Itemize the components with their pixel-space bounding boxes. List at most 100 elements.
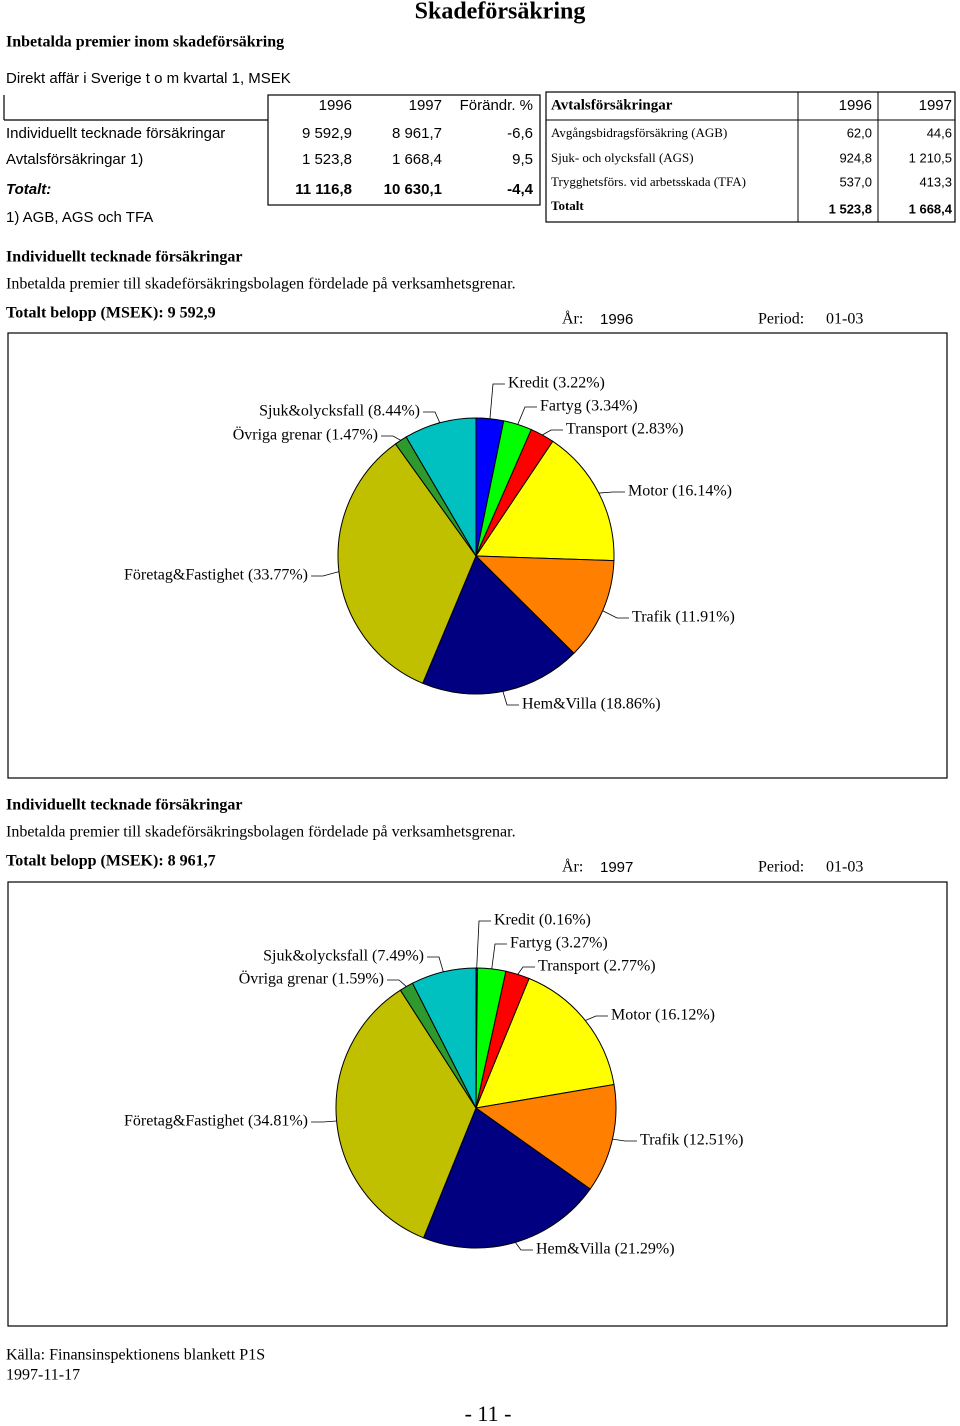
slice-label: Kredit (3.22%): [508, 375, 605, 392]
row-label: Sjuk- och olycksfall (AGS): [551, 150, 694, 165]
slice-label: Transport (2.77%): [538, 958, 656, 975]
chart-subtitle: Inbetalda premier till skadeförsäkringsb…: [6, 824, 516, 841]
table-cell: 1 668,4: [909, 201, 953, 216]
slice-label: Kredit (0.16%): [494, 912, 591, 929]
pie-slice: [335, 989, 477, 1239]
leader-line: [491, 943, 507, 969]
leader-line: [585, 1015, 608, 1021]
table-cell: 44,6: [927, 125, 952, 140]
table-cell: -4,4: [507, 181, 534, 198]
table-cell: 9,5: [512, 151, 533, 168]
table-cell: 1 210,5: [909, 150, 952, 165]
leader-line: [423, 411, 441, 423]
column-header: Förändr. %: [460, 97, 533, 114]
chart-title: Individuellt tecknade försäkringar: [6, 797, 242, 814]
slice-label: Trafik (12.51%): [640, 1132, 743, 1149]
table-cell: 1 668,4: [392, 151, 442, 168]
pie-slice: [475, 977, 615, 1109]
chart-title: Individuellt tecknade försäkringar: [6, 249, 242, 266]
leader-line: [514, 1242, 533, 1251]
period-label: Period:: [758, 311, 804, 328]
chart-total: Totalt belopp (MSEK): 9 592,9: [6, 305, 216, 322]
table-cell: -6,6: [507, 125, 533, 142]
pie-slice: [422, 555, 575, 695]
period: 01-03: [826, 311, 863, 328]
table-cell: 1 523,8: [302, 151, 352, 168]
table-frame: [545, 91, 956, 223]
leader-line: [476, 920, 491, 969]
row-label: Trygghetsförs. vid arbetsskada (TFA): [551, 174, 746, 189]
table-cell: 8 961,7: [392, 125, 442, 142]
row-label: Individuellt tecknade försäkringar: [6, 125, 225, 142]
leader-line: [612, 1138, 637, 1142]
slice-label: Trafik (11.91%): [632, 609, 735, 626]
slice-label: Hem&Villa (18.86%): [522, 696, 661, 713]
column-header: Avtalsförsäkringar: [551, 97, 673, 113]
column-header: 1997: [409, 97, 442, 114]
slice-label: Företag&Fastighet (33.77%): [124, 567, 308, 584]
slice-label: Företag&Fastighet (34.81%): [124, 1113, 308, 1130]
table-cell: 62,0: [847, 125, 872, 140]
slice-label: Transport (2.83%): [566, 421, 684, 438]
year: 1996: [600, 311, 633, 328]
column-header: 1997: [919, 97, 952, 114]
source: Källa: Finansinspektionens blankett P1S: [6, 1347, 265, 1364]
pie-slice: [474, 1083, 617, 1190]
slice-label: Fartyg (3.27%): [510, 935, 608, 952]
period-label: Period:: [758, 859, 804, 876]
table-cell: 1 523,8: [829, 201, 872, 216]
table-cell: 924,8: [839, 150, 872, 165]
subheading: Direkt affär i Sverige t o m kvartal 1, …: [6, 70, 291, 87]
slice-label: Sjuk&olycksfall (8.44%): [259, 403, 420, 420]
slice-label: Motor (16.12%): [611, 1007, 715, 1024]
leader-line: [517, 966, 535, 975]
column-header: 1996: [319, 97, 352, 114]
row-label: Totalt:: [6, 181, 51, 198]
slice-label: Motor (16.14%): [628, 483, 732, 500]
page-number: - 11 -: [465, 1401, 512, 1426]
leader-line: [311, 1120, 337, 1123]
slice-label: Sjuk&olycksfall (7.49%): [263, 948, 424, 965]
pie-slice: [337, 443, 477, 684]
table-note: 1) AGB, AGS och TFA: [6, 209, 153, 226]
leader-line: [517, 406, 537, 425]
leader-line: [387, 979, 407, 987]
leader-line: [489, 383, 505, 419]
pie-slice: [411, 967, 477, 1109]
pie-slice: [422, 1107, 591, 1249]
table-cell: 9 592,9: [302, 125, 352, 142]
row-label: Avgångsbidragsförsäkring (AGB): [551, 125, 727, 140]
pie-slice: [475, 440, 615, 562]
chart-total: Totalt belopp (MSEK): 8 961,7: [6, 853, 216, 870]
slice-label: Övriga grenar (1.59%): [239, 970, 384, 988]
slice-label: Hem&Villa (21.29%): [536, 1241, 675, 1258]
table-cell: 413,3: [919, 174, 952, 189]
slice-label: Övriga grenar (1.47%): [233, 426, 378, 444]
chart-subtitle: Inbetalda premier till skadeförsäkringsb…: [6, 276, 516, 293]
column-header: 1996: [839, 97, 872, 114]
heading: Inbetalda premier inom skadeförsäkring: [6, 34, 284, 51]
year: 1997: [600, 859, 633, 876]
slice-label: Fartyg (3.34%): [540, 398, 638, 415]
leader-line: [602, 610, 629, 619]
page-title: Skadeförsäkring: [415, 0, 586, 25]
leader-line: [381, 435, 401, 441]
chart-frame: [7, 881, 948, 1327]
table-cell: 537,0: [839, 174, 872, 189]
row-label: Totalt: [551, 198, 584, 213]
pie-slice: [474, 555, 615, 654]
date: 1997-11-17: [6, 1367, 80, 1384]
leader-line: [311, 571, 339, 577]
table-cell: 11 116,8: [295, 181, 352, 198]
leader-line: [542, 429, 563, 436]
year-label: År:: [562, 858, 583, 876]
year-label: År:: [562, 310, 583, 328]
chart-frame: [7, 332, 948, 779]
row-label: Avtalsförsäkringar 1): [6, 151, 143, 168]
leader-line: [598, 491, 625, 494]
table-cell: 10 630,1: [384, 181, 442, 198]
leader-line: [427, 956, 444, 972]
table-frame: [267, 94, 541, 206]
period: 01-03: [826, 859, 863, 876]
